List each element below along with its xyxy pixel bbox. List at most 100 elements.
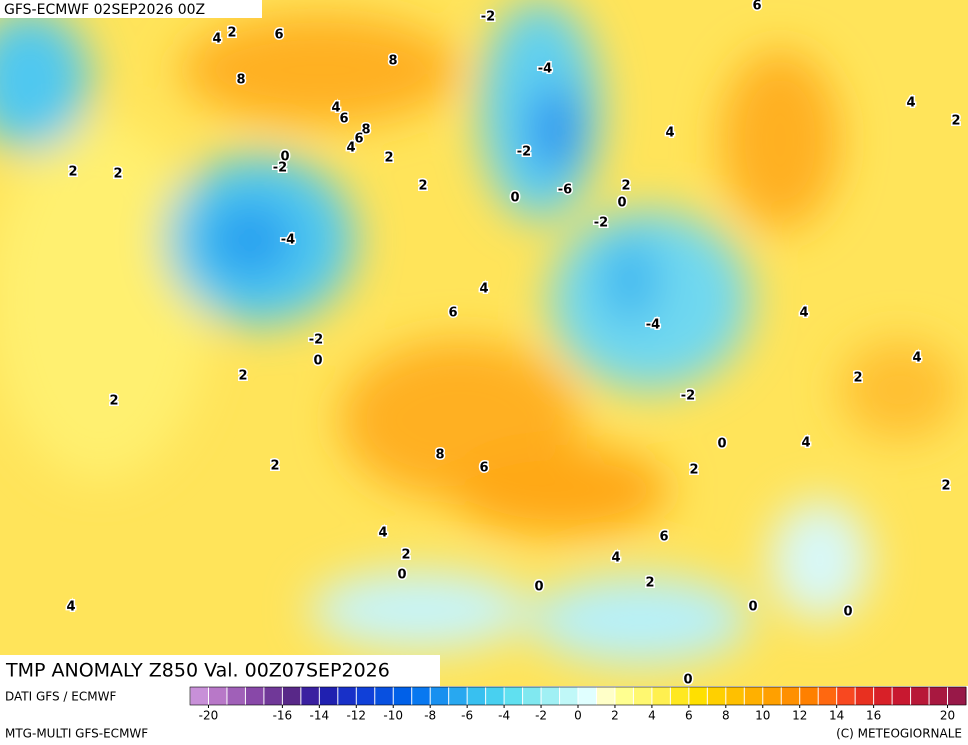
colorbar: -20 -16 -14 -12 -10 -8 -6 -4 -2 0 2 4 6 8 10 12 14 16 20 — [189, 686, 967, 723]
contour-label: 2 — [113, 167, 122, 182]
colorbar-swatch — [393, 687, 413, 705]
contour-label: 0 — [397, 568, 406, 583]
colorbar-tick-label: 2 — [611, 709, 619, 723]
colorbar-swatch — [578, 687, 597, 705]
colorbar-swatch — [873, 687, 893, 705]
contour-label: 0 — [534, 580, 543, 595]
contour-label: 2 — [270, 459, 279, 474]
colorbar-tick-label: -20 — [199, 709, 219, 723]
colorbar-swatch — [947, 687, 967, 705]
colorbar-swatch — [522, 687, 542, 705]
contour-label: 0 — [717, 437, 726, 452]
contour-label: -2 — [273, 161, 287, 176]
colorbar-tick-label: -10 — [383, 709, 403, 723]
contour-label: 2 — [401, 548, 410, 563]
contour-label: 2 — [853, 371, 862, 386]
colorbar-swatch — [651, 687, 671, 705]
colorbar-tick-label: -14 — [310, 709, 330, 723]
colorbar-swatch — [762, 687, 782, 705]
contour-label: 4 — [378, 526, 387, 541]
contour-label: 2 — [238, 369, 247, 384]
colorbar-swatch — [504, 687, 524, 705]
colorbar-swatch — [929, 687, 949, 705]
contour-label: -2 — [594, 216, 608, 231]
contour-label: 2 — [645, 576, 654, 591]
colorbar-swatch — [282, 687, 302, 705]
anomaly-field — [0, 0, 960, 665]
colorbar-swatch — [430, 687, 450, 705]
colorbar-swatch — [633, 687, 653, 705]
contour-label: 4 — [66, 600, 75, 615]
contour-label: 4 — [799, 306, 808, 321]
colorbar-swatch — [263, 687, 283, 705]
colorbar-swatch — [319, 687, 339, 705]
colorbar-swatch — [596, 687, 616, 705]
contour-label: 4 — [479, 282, 488, 297]
contour-label: 0 — [748, 600, 757, 615]
colorbar-swatch — [799, 687, 819, 705]
colorbar-tick-label: 14 — [829, 709, 844, 723]
model-label: MTG-MULTI GFS-ECMWF — [5, 727, 148, 741]
contour-label: 0 — [510, 191, 519, 206]
contour-label: 8 — [236, 73, 245, 88]
colorbar-swatch — [559, 687, 579, 705]
contour-label: 4 — [611, 551, 620, 566]
header-box — [0, 0, 262, 18]
colorbar-swatch — [245, 687, 265, 705]
contour-label: 2 — [951, 114, 960, 129]
colorbar-swatch — [337, 687, 357, 705]
contour-label: 8 — [361, 123, 370, 138]
colorbar-swatch — [467, 687, 487, 705]
colorbar-swatch — [744, 687, 764, 705]
colorbar-swatch — [707, 687, 727, 705]
colorbar-tick-label: -4 — [498, 709, 510, 723]
contour-label: 6 — [659, 530, 668, 545]
run-label: GFS-ECMWF 02SEP2026 00Z — [4, 2, 205, 18]
colorbar-swatch — [374, 687, 394, 705]
colorbar-swatch — [485, 687, 505, 705]
contour-label: 6 — [752, 0, 761, 14]
contour-label: 6 — [479, 461, 488, 476]
contour-label: -2 — [481, 10, 495, 25]
contour-label: 6 — [354, 132, 363, 147]
contour-label: 0 — [683, 673, 692, 688]
colorbar-tick-label: -8 — [424, 709, 436, 723]
contour-label: 4 — [906, 96, 915, 111]
colorbar-tick-label: 20 — [940, 709, 955, 723]
colorbar-swatch — [356, 687, 376, 705]
contour-label: 2 — [941, 479, 950, 494]
contour-label: -6 — [558, 183, 572, 198]
contour-label: 2 — [109, 394, 118, 409]
contour-label: 2 — [418, 179, 427, 194]
colorbar-swatch — [725, 687, 745, 705]
contour-label: -2 — [681, 389, 695, 404]
contour-label: 4 — [212, 32, 221, 47]
contour-label: -2 — [309, 333, 323, 348]
colorbar-tick-label: -6 — [461, 709, 473, 723]
contour-label: 4 — [665, 126, 674, 141]
contour-label: 2 — [621, 179, 630, 194]
colorbar-tick-label: 6 — [685, 709, 693, 723]
contour-label: 8 — [435, 448, 444, 463]
contour-label: 4 — [331, 101, 340, 116]
contour-label: 0 — [280, 150, 289, 165]
colorbar-swatch — [411, 687, 431, 705]
colorbar-swatch — [818, 687, 838, 705]
colorbar-tick-label: 16 — [866, 709, 881, 723]
credit-label: (C) METEOGIORNALE — [836, 727, 962, 741]
colorbar-tick-label: -16 — [273, 709, 293, 723]
contour-label: 6 — [274, 28, 283, 43]
colorbar-swatch — [836, 687, 856, 705]
contour-label: -4 — [538, 62, 552, 77]
contour-label: 2 — [68, 165, 77, 180]
colorbar-tick-label: -12 — [346, 709, 366, 723]
contour-label: 8 — [388, 54, 397, 69]
map-title: TMP ANOMALY Z850 Val. 00Z07SEP2026 — [5, 660, 390, 682]
contour-label: -2 — [517, 145, 531, 160]
colorbar-tick-label: 0 — [574, 709, 582, 723]
colorbar-swatch — [781, 687, 801, 705]
contour-label: 0 — [313, 354, 322, 369]
colorbar-tick-label: -2 — [535, 709, 547, 723]
contour-label: 2 — [384, 151, 393, 166]
